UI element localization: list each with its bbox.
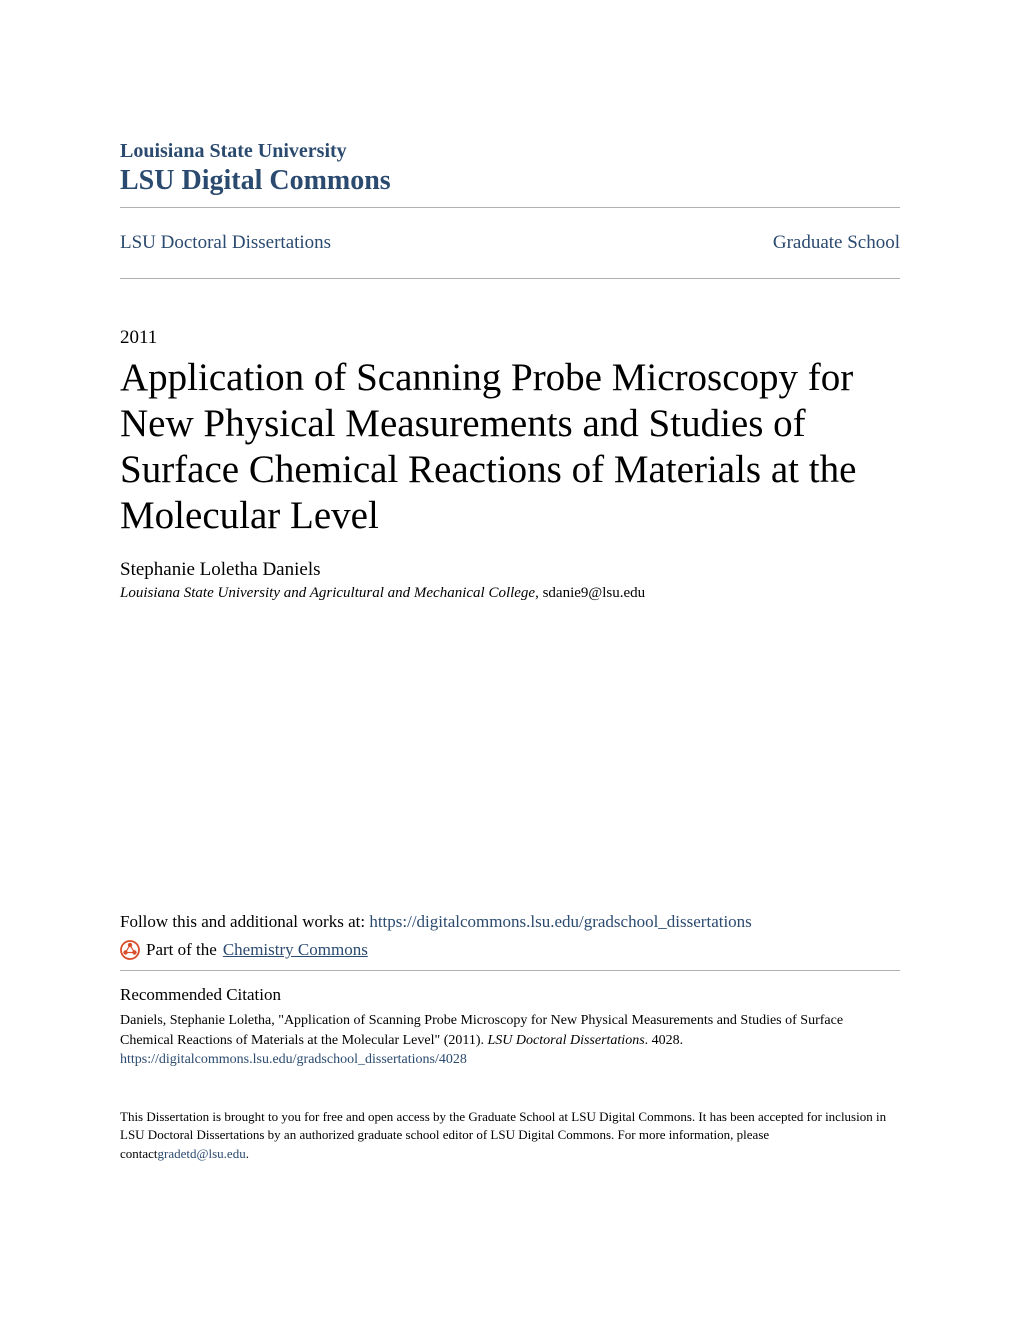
footer-text: This Dissertation is brought to you for … bbox=[120, 1108, 900, 1163]
affiliation-email: , sdanie9@lsu.edu bbox=[535, 585, 645, 601]
part-of-prefix: Part of the bbox=[146, 940, 217, 960]
header: Louisiana State University LSU Digital C… bbox=[120, 140, 900, 197]
document-title: Application of Scanning Probe Microscopy… bbox=[120, 355, 900, 539]
repository-name: LSU Digital Commons bbox=[120, 165, 900, 197]
follow-section: Follow this and additional works at: htt… bbox=[120, 912, 900, 960]
document-affiliation: Louisiana State University and Agricultu… bbox=[120, 585, 900, 602]
commons-link[interactable]: Chemistry Commons bbox=[223, 940, 368, 960]
nav-row: LSU Doctoral Dissertations Graduate Scho… bbox=[120, 218, 900, 268]
follow-text: Follow this and additional works at: htt… bbox=[120, 912, 900, 932]
nav-link-dissertations[interactable]: LSU Doctoral Dissertations bbox=[120, 232, 331, 254]
divider-follow bbox=[120, 970, 900, 971]
footer-part2: . bbox=[246, 1146, 249, 1161]
network-icon bbox=[120, 940, 140, 960]
citation-part1: Daniels, Stephanie Loletha, "Application… bbox=[120, 1013, 843, 1048]
citation-text: Daniels, Stephanie Loletha, "Application… bbox=[120, 1011, 900, 1050]
citation-section: Recommended Citation Daniels, Stephanie … bbox=[120, 985, 900, 1068]
citation-heading: Recommended Citation bbox=[120, 985, 900, 1005]
footer-email-link[interactable]: gradetd@lsu.edu bbox=[158, 1146, 246, 1161]
document-year: 2011 bbox=[120, 327, 900, 349]
document-author: Stephanie Loletha Daniels bbox=[120, 559, 900, 581]
affiliation-institution: Louisiana State University and Agricultu… bbox=[120, 585, 535, 601]
citation-url-link[interactable]: https://digitalcommons.lsu.edu/gradschoo… bbox=[120, 1052, 467, 1067]
citation-italic: LSU Doctoral Dissertations bbox=[488, 1033, 645, 1048]
divider-top bbox=[120, 207, 900, 208]
university-name: Louisiana State University bbox=[120, 140, 900, 163]
divider-nav bbox=[120, 278, 900, 279]
follow-prefix: Follow this and additional works at: bbox=[120, 912, 369, 931]
part-of-row: Part of the Chemistry Commons bbox=[120, 940, 900, 960]
citation-part2: . 4028. bbox=[645, 1033, 684, 1048]
nav-link-graduate-school[interactable]: Graduate School bbox=[773, 232, 900, 254]
follow-link[interactable]: https://digitalcommons.lsu.edu/gradschoo… bbox=[369, 912, 751, 931]
